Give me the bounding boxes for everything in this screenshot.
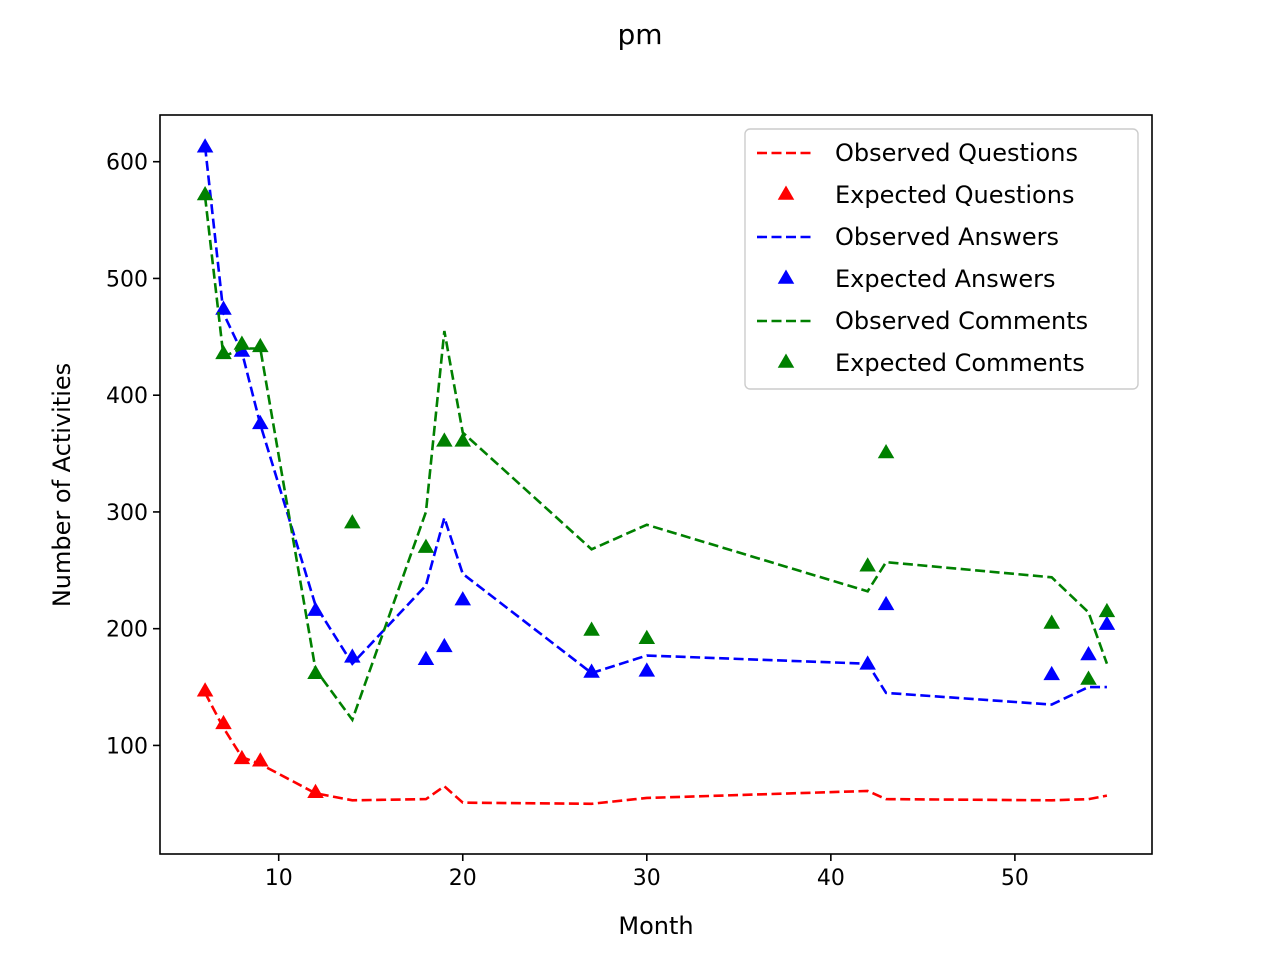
expected-comments-marker (454, 432, 472, 447)
expected-answers-marker (877, 595, 895, 611)
expected-comments-marker (215, 344, 232, 360)
y-tick-label: 500 (106, 267, 148, 292)
expected-comments-marker (583, 621, 600, 636)
expected-answers-marker (454, 591, 472, 606)
x-tick-label: 40 (817, 866, 845, 891)
observed-answers-line (203, 146, 1107, 706)
x-tick-label: 30 (633, 866, 661, 891)
expected-comments-marker (1098, 602, 1116, 618)
legend-label: Observed Questions (835, 139, 1078, 167)
x-tick-label: 50 (1001, 866, 1029, 891)
x-axis-label: Month (618, 912, 693, 940)
expected-answers-marker (859, 655, 876, 670)
expected-answers-marker (436, 637, 453, 653)
x-tick-label: 10 (265, 866, 293, 891)
y-tick-label: 100 (106, 734, 148, 759)
expected-comments-marker (638, 629, 656, 644)
expected-answers-marker (307, 601, 324, 616)
y-tick-label: 400 (106, 384, 148, 409)
expected-comments-marker (196, 186, 214, 201)
expected-comments-marker (1080, 670, 1097, 685)
legend-box (744, 128, 1139, 390)
y-tick-label: 300 (106, 501, 148, 526)
expected-comments-marker (344, 514, 361, 529)
expected-comments-marker (252, 337, 269, 353)
expected-comments-marker (436, 432, 453, 447)
plot-frame (159, 114, 1153, 855)
expected-answers-marker (196, 138, 214, 153)
legend-label: Expected Comments (835, 349, 1085, 377)
plot-area (196, 138, 1116, 806)
expected-comments-marker (233, 335, 251, 350)
expected-questions-marker (196, 682, 214, 697)
expected-comments-marker (417, 538, 435, 553)
expected-comments-marker (859, 557, 876, 572)
legend: Observed Questions Expected Questions Obse… (744, 128, 1139, 390)
expected-answers-marker (215, 300, 232, 315)
expected-answers-marker (1043, 665, 1060, 681)
expected-questions-marker (307, 783, 324, 799)
legend-swatch-marker (777, 353, 795, 368)
legend-label: Observed Comments (835, 307, 1088, 335)
expected-comments-marker (877, 444, 895, 459)
x-tick-label: 20 (449, 866, 477, 891)
legend-swatch-marker (777, 185, 795, 200)
expected-answers-marker (417, 650, 435, 665)
legend-swatch-marker (777, 269, 795, 284)
expected-answers-marker (638, 662, 656, 677)
y-tick-label: 600 (106, 151, 148, 176)
expected-questions-marker (233, 749, 251, 765)
legend-label: Observed Answers (835, 223, 1059, 251)
observed-comments-line (203, 196, 1109, 723)
expected-comments-marker (1043, 614, 1060, 629)
legend-label: Expected Answers (835, 265, 1056, 293)
expected-answers-marker (1098, 615, 1116, 630)
expected-answers-marker (252, 414, 269, 430)
y-axis-label: Number of Activities (48, 363, 76, 607)
expected-questions-marker (215, 714, 232, 730)
expected-comments-marker (307, 664, 324, 679)
expected-questions-marker (252, 752, 269, 767)
expected-answers-marker (1080, 646, 1097, 661)
y-tick-label: 200 (106, 618, 148, 643)
axes: 10 20 30 40 50 100 200 300 400 500 600 (106, 151, 1029, 891)
chart-title: pm (617, 18, 662, 51)
expected-answers-marker (583, 663, 600, 678)
expected-answers-marker (344, 648, 361, 663)
legend-label: Expected Questions (835, 181, 1074, 209)
